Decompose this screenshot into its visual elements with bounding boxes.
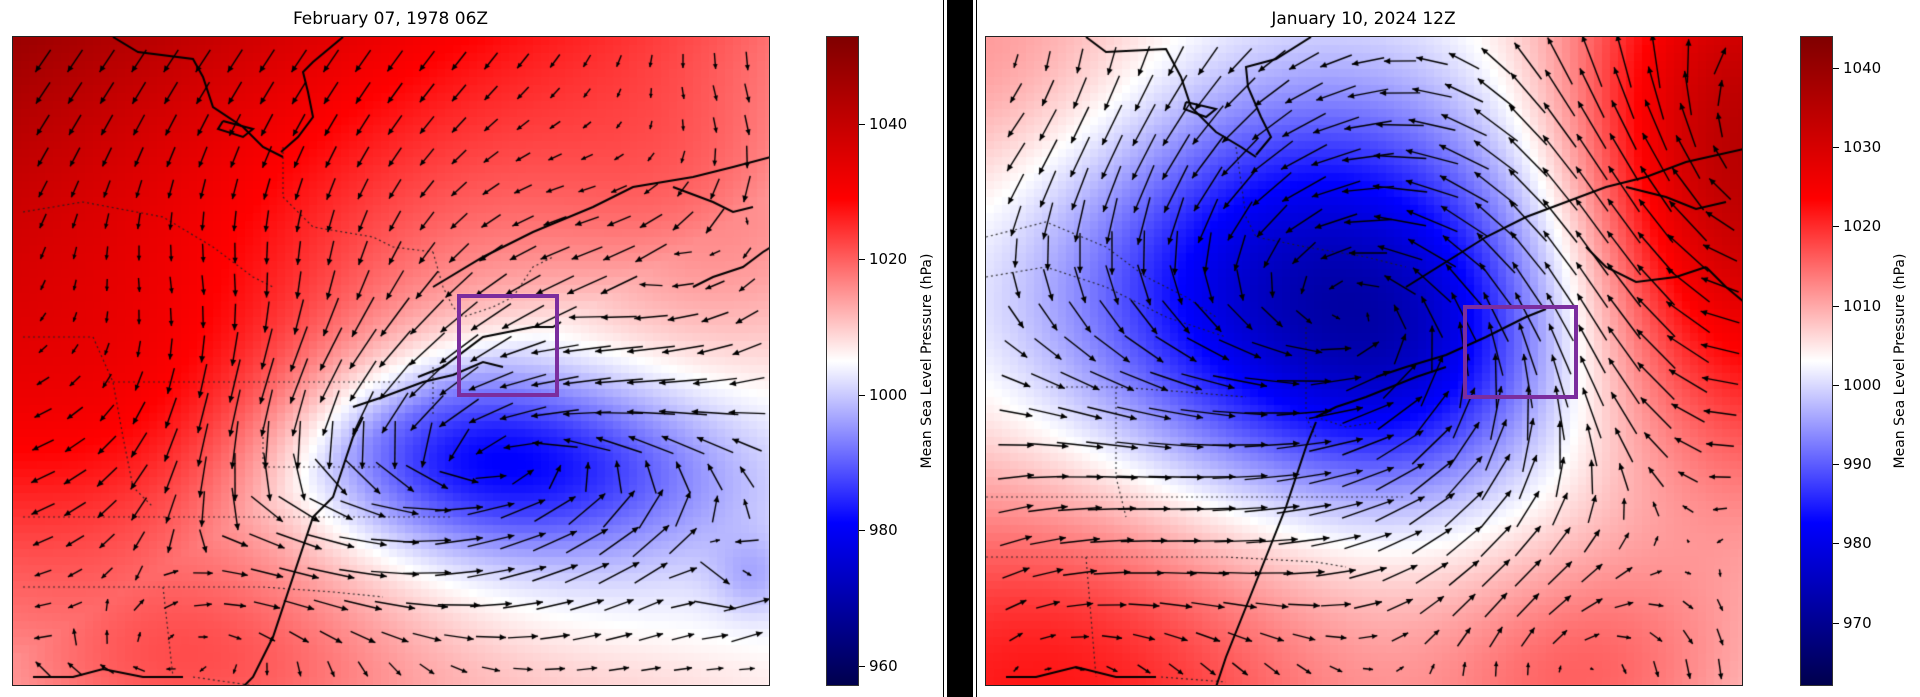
colorbar-tick-mark [1833, 384, 1839, 386]
colorbar-tick-mark [859, 665, 865, 667]
colorbar-tick-mark [1833, 464, 1839, 466]
colorbar-tick-mark [859, 394, 865, 396]
panel-divider [947, 0, 973, 697]
left-region-highlight-box [457, 294, 559, 397]
colorbar-tick-mark [859, 259, 865, 261]
colorbar-tick-label: 1000 [1843, 375, 1882, 394]
colorbar-tick-label: 980 [869, 521, 898, 540]
colorbar-tick-mark [859, 530, 865, 532]
colorbar-tick-label: 990 [1843, 455, 1872, 474]
colorbar-tick-mark [1833, 67, 1839, 69]
left-pressure-heatmap [13, 37, 769, 685]
colorbar-tick-label: 1030 [1843, 137, 1882, 156]
left-panel-title: February 07, 1978 06Z [292, 9, 489, 29]
right-colorbar-label: Mean Sea Level Pressure (hPa) [1892, 253, 1908, 469]
right-colorbar [1800, 36, 1833, 686]
colorbar-tick-mark [1833, 226, 1839, 228]
right-region-highlight-box [1463, 305, 1578, 399]
colorbar-tick-label: 1000 [869, 385, 908, 404]
left-colorbar [826, 36, 859, 686]
colorbar-tick-mark [1833, 305, 1839, 307]
colorbar-tick-mark [1833, 146, 1839, 148]
colorbar-tick-label: 1040 [1843, 58, 1882, 77]
colorbar-tick-label: 1020 [1843, 217, 1882, 236]
left-pressure-map [12, 36, 770, 686]
colorbar-tick-label: 960 [869, 656, 898, 675]
colorbar-tick-mark [1833, 543, 1839, 545]
right-pressure-map [985, 36, 1743, 686]
colorbar-tick-mark [859, 124, 865, 126]
colorbar-tick-label: 1010 [1843, 296, 1882, 315]
colorbar-tick-label: 980 [1843, 534, 1872, 553]
left-colorbar-label: Mean Sea Level Pressure (hPa) [919, 253, 935, 469]
colorbar-tick-label: 1040 [869, 115, 908, 134]
colorbar-tick-label: 970 [1843, 613, 1872, 632]
colorbar-tick-label: 1020 [869, 250, 908, 269]
right-pressure-heatmap [986, 37, 1742, 685]
colorbar-tick-mark [1833, 622, 1839, 624]
right-panel-title: January 10, 2024 12Z [1271, 9, 1456, 29]
